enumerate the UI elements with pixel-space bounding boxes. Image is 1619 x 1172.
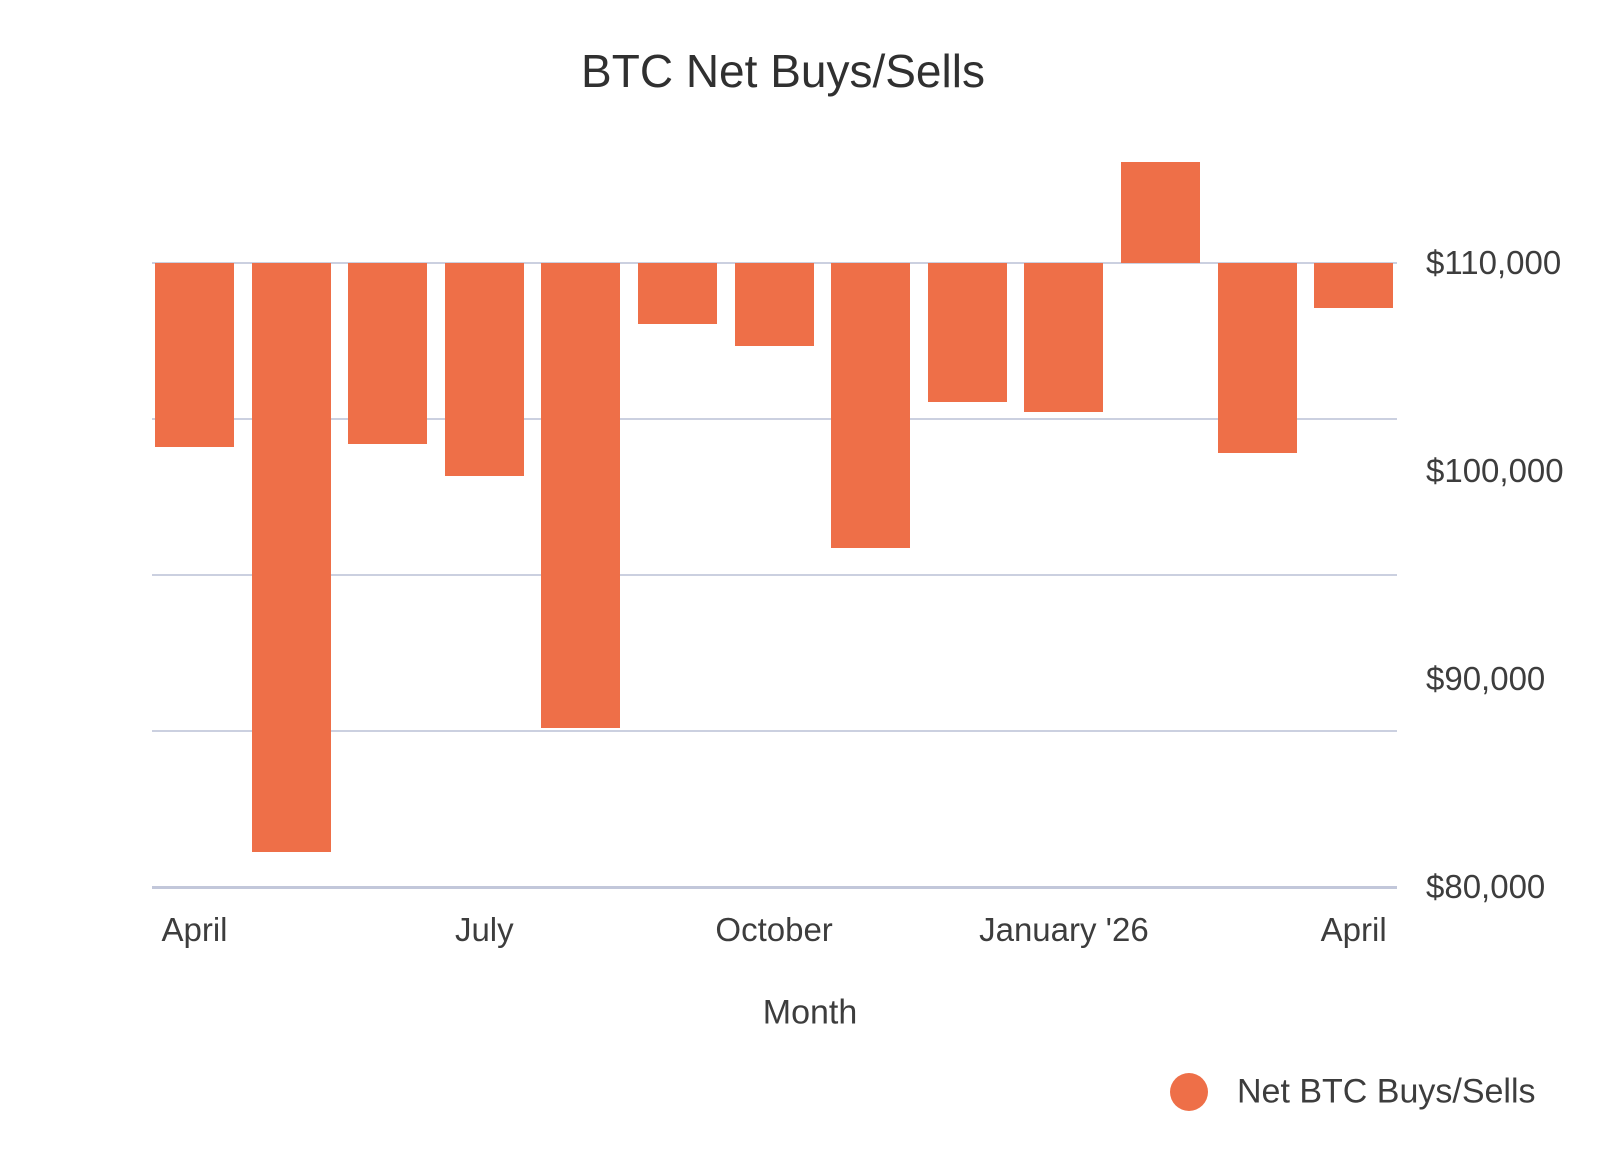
bar-April — [155, 263, 234, 448]
bar-June — [348, 263, 428, 444]
bar-January '26 — [1024, 263, 1104, 412]
gridline — [152, 730, 1397, 732]
chart-title: BTC Net Buys/Sells — [581, 45, 985, 97]
x-axis-line — [152, 886, 1397, 889]
x-axis-label: January '26 — [979, 911, 1149, 948]
bar-November — [831, 263, 911, 548]
bar-March — [1217, 263, 1297, 454]
bar-February — [1121, 162, 1200, 263]
bar-July — [444, 263, 524, 477]
x-axis-label: July — [454, 911, 514, 948]
x-axis-label: April — [1320, 911, 1387, 948]
y-axis-label: $100,000 — [1426, 452, 1564, 489]
bar-May — [251, 263, 331, 852]
x-axis-label: October — [715, 911, 833, 948]
bar-April — [1314, 263, 1394, 308]
bar-September — [638, 263, 717, 325]
gridline — [152, 574, 1397, 576]
y-axis-label: $80,000 — [1426, 868, 1546, 905]
bar-October — [734, 263, 814, 347]
bar-August — [541, 263, 621, 728]
y-axis-label: $90,000 — [1426, 660, 1546, 697]
x-axis-title: Month — [762, 993, 858, 1032]
bar-December — [927, 263, 1007, 403]
y-axis-label: $110,000 — [1426, 244, 1562, 281]
gridline — [152, 418, 1397, 420]
x-axis-label: April — [161, 911, 228, 948]
